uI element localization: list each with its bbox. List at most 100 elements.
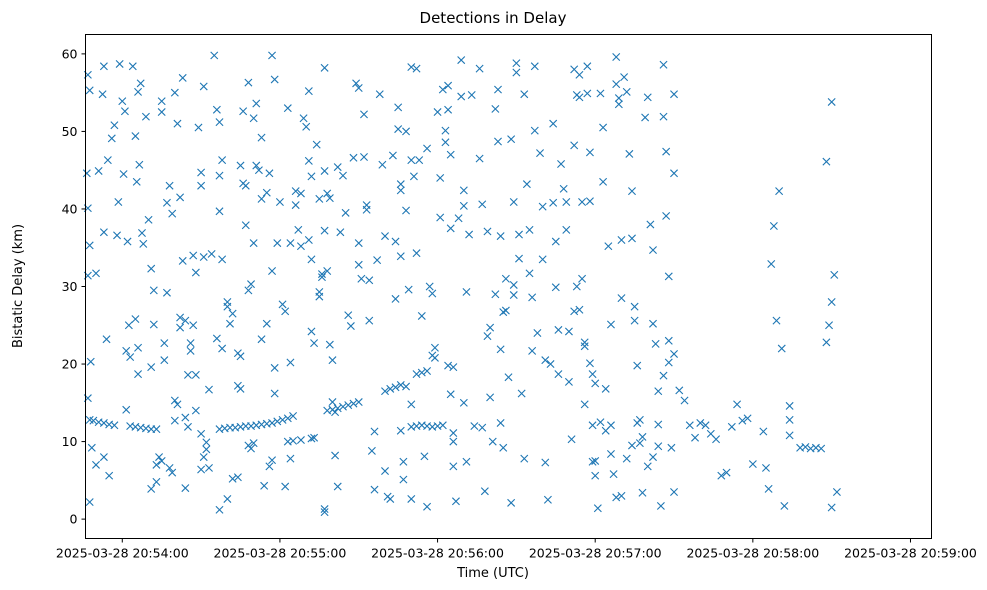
data-point [396,180,405,189]
data-point [570,141,579,150]
data-point [270,363,279,372]
data-point [827,97,836,106]
data-point [391,383,400,392]
data-point [654,442,663,451]
data-point [557,160,566,168]
data-point [381,387,390,396]
data-point [606,320,615,329]
data-point [152,425,161,434]
data-point [441,138,450,147]
data-point [549,119,558,128]
data-point [622,87,631,96]
data-point [520,90,529,99]
data-point [210,51,219,60]
data-point [354,260,363,269]
data-point [317,273,326,282]
data-point [202,438,211,447]
data-point [218,255,227,264]
data-point [630,316,639,325]
data-point [320,226,329,235]
data-point [591,456,600,465]
data-point [85,498,94,507]
data-point [743,414,752,423]
data-point [338,402,347,411]
data-point [775,187,784,196]
data-point [365,276,374,285]
y-tick-label: 0 [70,512,78,527]
data-point [646,220,655,229]
data-point [92,269,100,278]
data-point [827,298,836,306]
data-point [701,421,710,430]
data-point [236,352,245,361]
data-point [551,237,560,246]
data-point [509,197,518,206]
data-point [520,454,529,463]
data-point [294,225,303,234]
data-point [570,307,579,316]
data-point [233,473,242,482]
data-point [575,70,584,79]
data-point [585,359,594,368]
data-point [446,150,455,159]
data-point [478,423,487,432]
data-point [399,457,408,466]
data-point [147,363,156,372]
data-point [215,505,224,514]
data-point [249,439,258,448]
data-point [155,453,164,462]
data-point [593,504,602,513]
data-point [173,119,182,128]
data-point [396,426,405,435]
data-point [727,422,736,431]
data-point [430,343,439,352]
data-point [396,380,405,389]
data-point [617,235,626,244]
data-point [478,200,487,209]
data-point [509,291,518,300]
data-point [147,264,156,273]
data-point [670,90,679,99]
data-point [538,255,547,264]
data-point [415,156,424,165]
data-point [491,290,500,299]
data-point [572,282,581,291]
data-point [444,81,453,90]
data-point [627,187,636,196]
data-point [446,224,455,233]
data-point [451,497,460,506]
data-point [583,62,592,71]
data-point [381,467,390,476]
data-point [402,382,411,391]
data-point [218,344,227,353]
data-point [228,474,237,483]
data-point [341,208,350,217]
data-point [85,241,94,250]
data-point [780,501,789,510]
data-point [512,59,521,68]
data-point [643,462,652,471]
data-point [260,481,269,490]
data-point [360,110,368,119]
data-point [94,166,103,175]
data-point [320,508,329,517]
data-point [635,439,644,448]
data-point [738,416,747,425]
data-point [541,356,550,365]
data-point [178,256,187,265]
x-tick-label: 2025-03-28 20:55:00 [214,546,347,561]
data-point [141,112,150,121]
data-point [92,460,100,469]
data-point [236,161,245,170]
data-point [325,340,334,349]
data-point [320,63,329,72]
data-point [659,60,668,69]
data-point [115,59,124,68]
data-point [333,482,342,491]
data-point [722,468,731,477]
data-point [289,436,298,445]
data-point [822,338,831,347]
data-point [367,446,376,455]
data-point [402,206,411,215]
data-point [328,405,337,414]
